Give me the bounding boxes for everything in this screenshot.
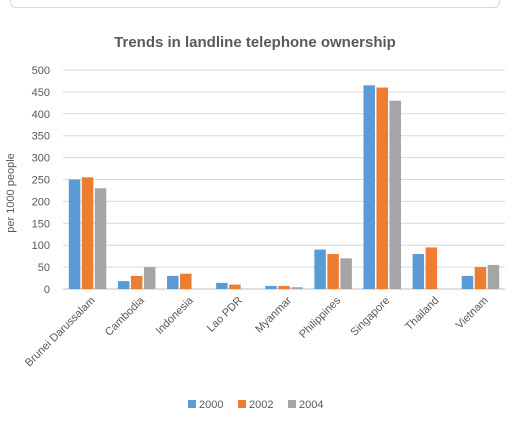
- x-tick-label: Lao PDR: [205, 295, 245, 335]
- x-tick-label: Myanmar: [253, 294, 294, 335]
- bar: [487, 264, 500, 289]
- legend-label: 2000: [199, 399, 223, 411]
- bar: [117, 281, 130, 289]
- y-tick-label: 400: [32, 109, 50, 121]
- bar: [143, 267, 156, 289]
- x-tick-label: Brunei Darussalam: [23, 295, 98, 370]
- legend-swatch: [188, 400, 196, 408]
- bar: [81, 177, 94, 289]
- x-tick-label: Philippines: [297, 294, 343, 340]
- y-tick-label: 150: [32, 218, 50, 230]
- y-tick-label: 500: [32, 65, 50, 77]
- gridlines: [63, 69, 505, 290]
- bar: [68, 179, 81, 289]
- bar: [291, 287, 303, 289]
- x-tick-label: Singapore: [348, 295, 392, 339]
- legend-swatch: [238, 400, 246, 408]
- y-tick-label: 450: [32, 87, 50, 99]
- x-tick-label: Vietnam: [454, 295, 491, 332]
- x-tick-label: Cambodia: [103, 294, 148, 339]
- bar: [130, 275, 143, 289]
- bar: [376, 87, 388, 290]
- bar: [216, 282, 228, 289]
- top-border-strip: [10, 0, 500, 8]
- bar: [340, 258, 352, 289]
- legend: 2000 2002 2004: [188, 399, 323, 411]
- y-tick-label: 300: [32, 153, 50, 165]
- y-axis-label: per 1000 people: [5, 153, 17, 233]
- legend-swatch: [288, 400, 296, 408]
- legend-label: 2004: [299, 399, 323, 411]
- bar: [461, 275, 474, 289]
- y-tick-label: 250: [32, 175, 50, 187]
- chart-title: Trends in landline telephone ownership: [114, 34, 396, 51]
- y-tick-label: 200: [32, 196, 50, 208]
- y-tick-label: 100: [32, 240, 50, 252]
- x-tick-label: Thailand: [403, 295, 441, 333]
- bar: [229, 284, 241, 289]
- bar: [474, 267, 487, 289]
- x-tick-label: Indonesia: [154, 294, 197, 337]
- y-tick-label: 0: [44, 284, 50, 296]
- y-tick-label: 50: [38, 262, 50, 274]
- bar: [94, 188, 107, 289]
- x-tick-labels: Brunei Darussalam Cambodia Indonesia Lao PD…: [23, 294, 491, 369]
- legend-label: 2002: [249, 399, 273, 411]
- bar: [314, 249, 326, 289]
- y-tick-label: 350: [32, 131, 50, 143]
- bar: [327, 253, 339, 289]
- bar: [389, 100, 401, 289]
- bars: [68, 85, 500, 290]
- y-tick-labels: 0 50 100 150 200 250 300 350 400 450 500: [32, 65, 50, 296]
- bar: [278, 285, 290, 289]
- bar: [180, 273, 192, 289]
- bar: [167, 275, 179, 289]
- bar: [363, 85, 375, 289]
- bar: [425, 247, 438, 289]
- bar: [265, 285, 277, 289]
- bar: [412, 253, 425, 289]
